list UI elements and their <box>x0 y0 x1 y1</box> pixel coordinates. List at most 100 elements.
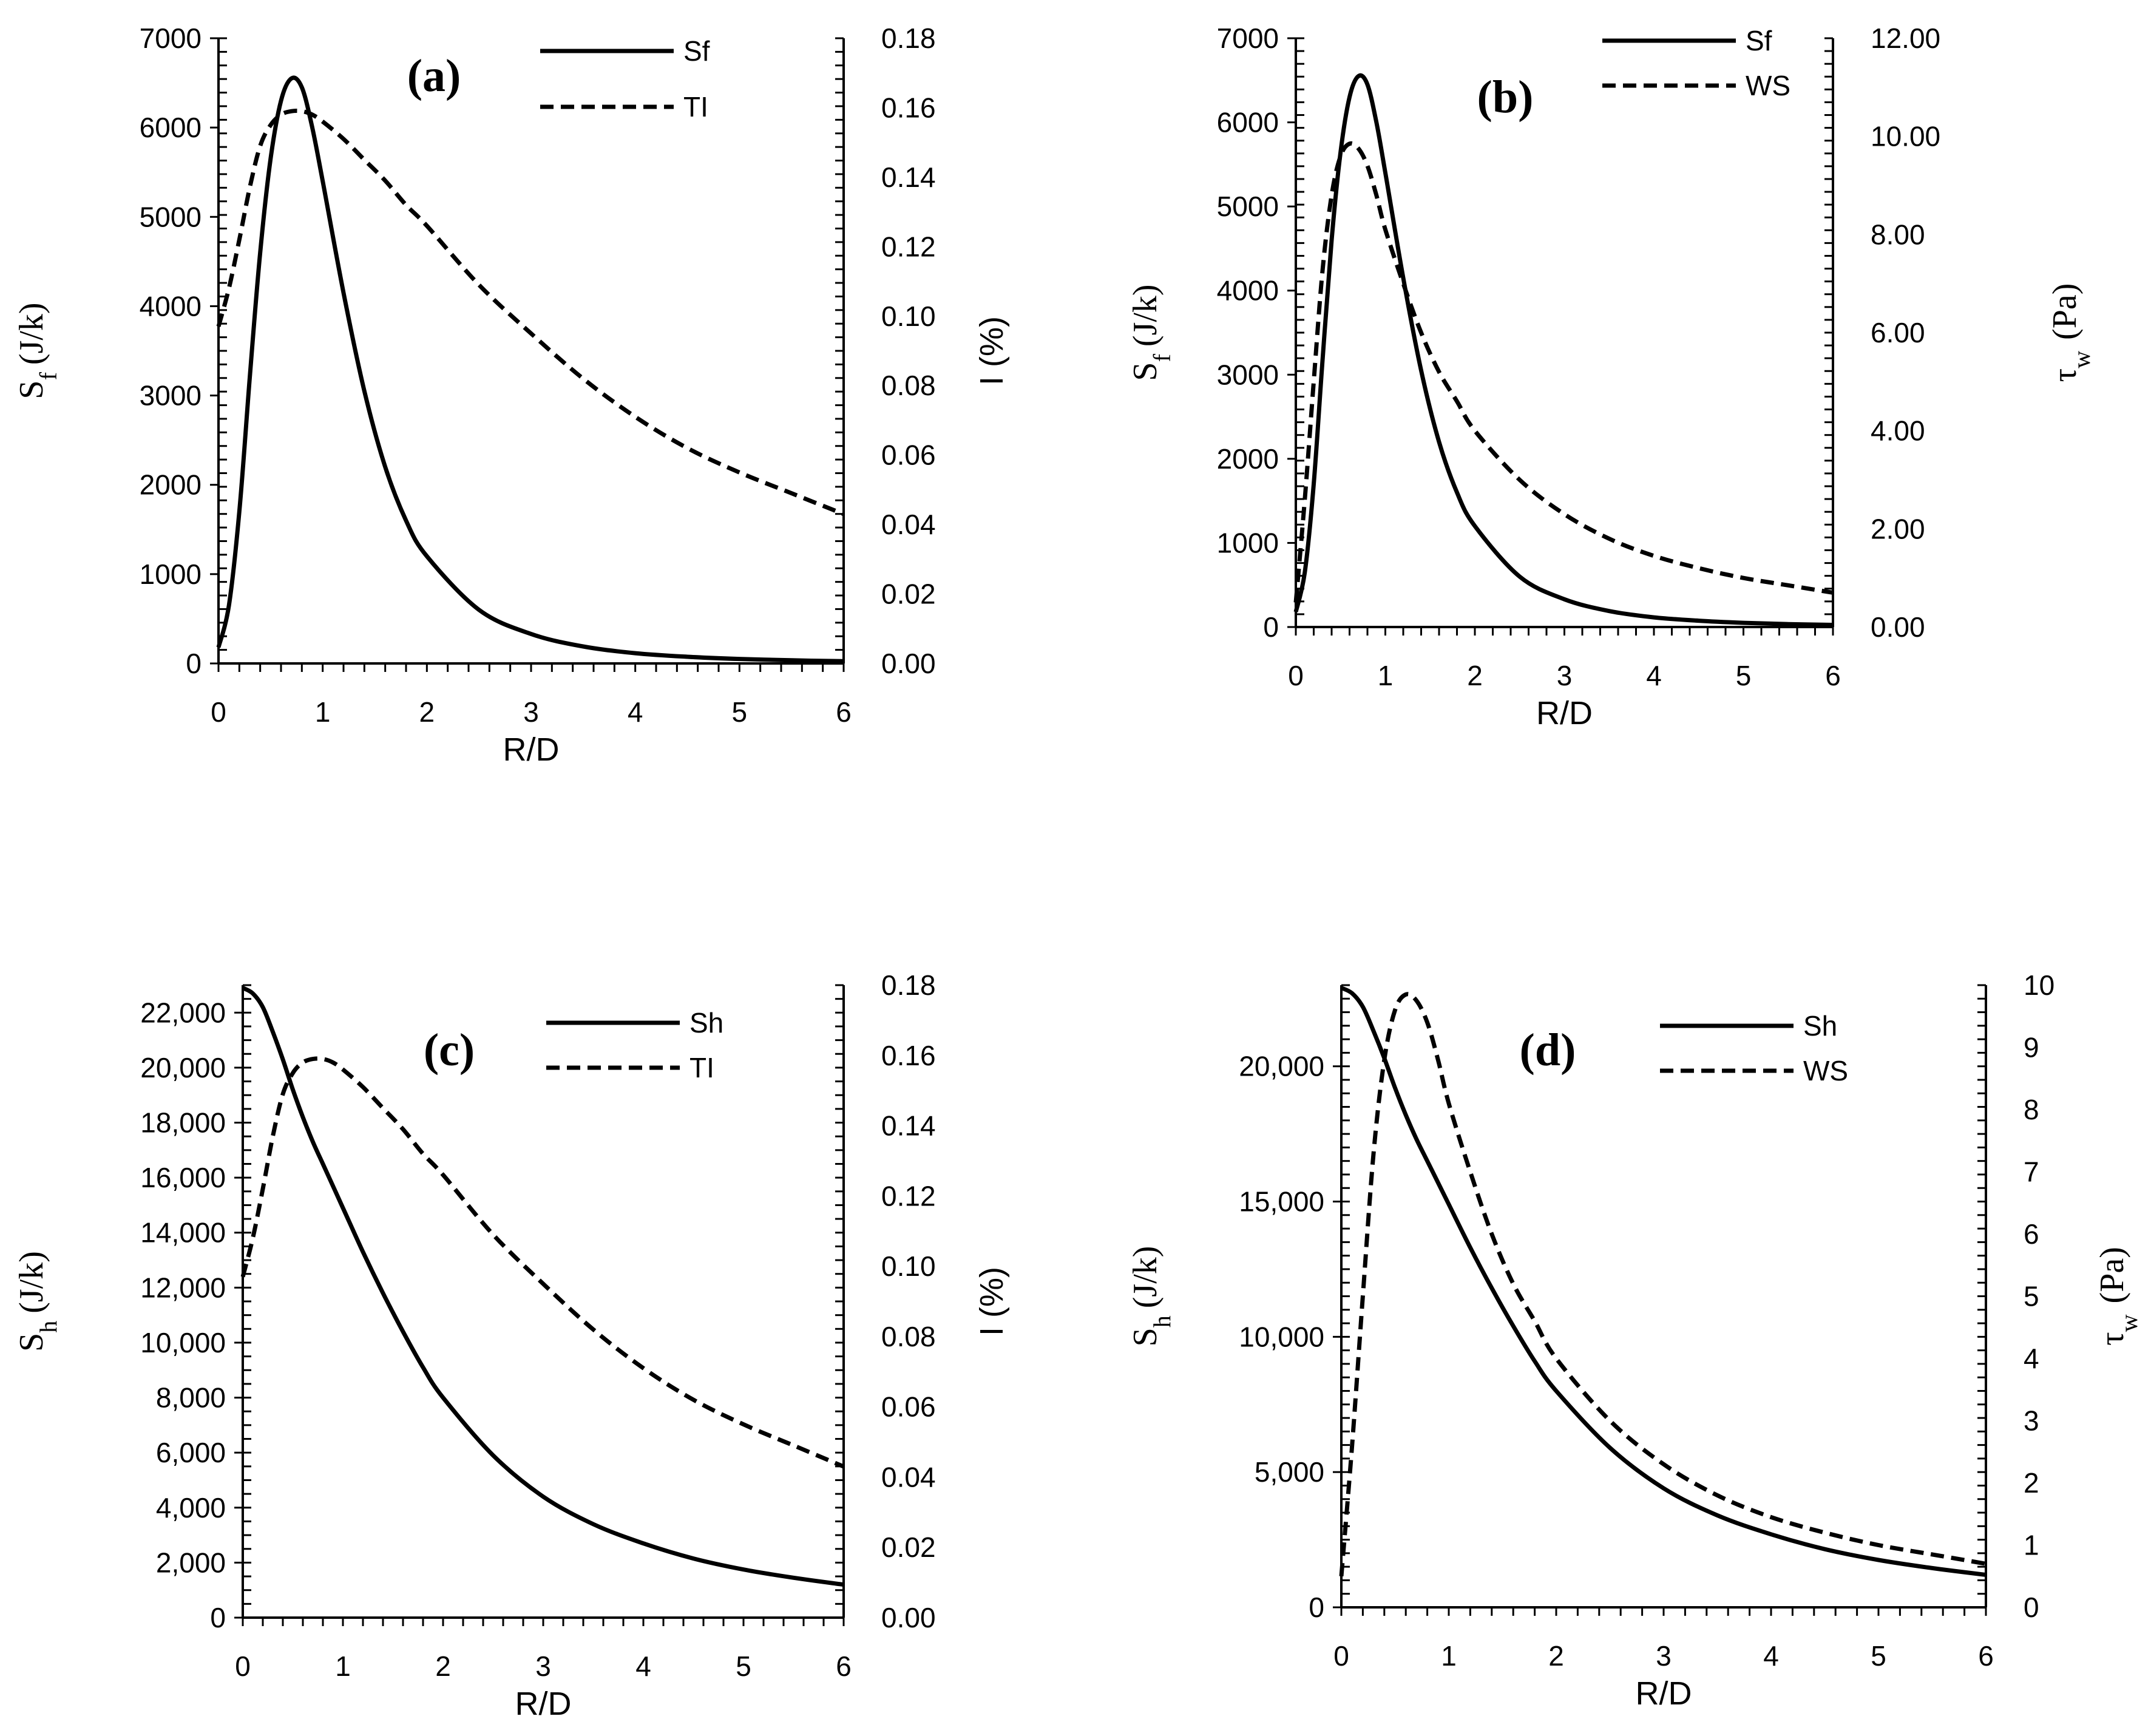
left-y-axis-label: Sh (J/k) <box>13 1251 62 1352</box>
left-y-axis-label: Sf (J/k) <box>13 302 62 399</box>
left-tick-label: 2000 <box>1217 443 1279 475</box>
right-tick-label: 0.10 <box>881 1250 936 1282</box>
x-tick-label: 5 <box>736 1650 751 1682</box>
left-tick-label: 6000 <box>1217 107 1279 138</box>
left-tick-label: 2,000 <box>156 1547 226 1578</box>
x-tick-label: 2 <box>435 1650 451 1682</box>
x-axis-label: R/D <box>1636 1675 1692 1712</box>
left-tick-label: 8,000 <box>156 1382 226 1414</box>
left-y-label-sub: f <box>1148 353 1176 362</box>
right-tick-label: 0.12 <box>881 231 936 262</box>
right-tick-label: 0.04 <box>881 509 936 540</box>
left-tick-label: 14,000 <box>140 1217 226 1249</box>
x-tick-label: 6 <box>1825 660 1841 691</box>
right-tick-label: 6.00 <box>1871 317 1925 348</box>
left-tick-label: 20,000 <box>1239 1051 1324 1082</box>
x-tick-label: 6 <box>836 696 852 728</box>
left-tick-label: 1000 <box>1217 527 1279 558</box>
right-tick-label: 0.08 <box>881 370 936 401</box>
right-tick-label: 3 <box>2024 1405 2039 1437</box>
left-tick-label: 16,000 <box>140 1162 226 1193</box>
left-y-label-unit: (J/k) <box>1126 284 1164 347</box>
x-tick-label: 0 <box>235 1650 251 1682</box>
x-tick-label: 4 <box>1763 1640 1779 1672</box>
left-tick-label: 6,000 <box>156 1437 226 1468</box>
left-y-label-main: S <box>1126 1327 1164 1346</box>
left-tick-label: 4000 <box>140 290 202 322</box>
series-line-ti <box>240 1056 845 1469</box>
left-tick-label: 7000 <box>1217 22 1279 54</box>
right-y-label-sub: w <box>2068 351 2095 368</box>
right-tick-label: 4 <box>2024 1343 2039 1374</box>
panel-tag: (d) <box>1520 1025 1576 1076</box>
right-tick-label: 0.00 <box>881 1602 936 1633</box>
left-tick-label: 22,000 <box>140 997 226 1028</box>
left-tick-label: 10,000 <box>140 1327 226 1358</box>
right-tick-label: 2 <box>2024 1467 2039 1499</box>
right-y-label-unit: (Pa) <box>2093 1247 2131 1303</box>
left-y-label-main: S <box>1126 362 1164 381</box>
right-tick-label: 1 <box>2024 1530 2039 1561</box>
right-tick-label: 0.10 <box>881 300 936 332</box>
right-tick-label: 0.00 <box>1871 611 1925 643</box>
legend-label-sh: Sh <box>689 1007 723 1039</box>
right-tick-label: 0.16 <box>881 1040 936 1071</box>
x-tick-label: 1 <box>1378 660 1394 691</box>
right-tick-label: 6 <box>2024 1218 2039 1250</box>
right-tick-label: 0 <box>2024 1592 2039 1623</box>
x-tick-label: 0 <box>1333 1640 1349 1672</box>
right-tick-label: 5 <box>2024 1281 2039 1312</box>
x-tick-label: 1 <box>315 696 331 728</box>
x-tick-label: 3 <box>535 1650 551 1682</box>
series-line-ti <box>216 108 845 517</box>
left-tick-label: 0 <box>210 1602 226 1633</box>
x-tick-label: 2 <box>1548 1640 1564 1672</box>
x-tick-label: 4 <box>635 1650 651 1682</box>
left-tick-label: 3000 <box>140 380 202 412</box>
left-tick-label: 5,000 <box>1255 1456 1324 1488</box>
left-tick-label: 0 <box>1309 1592 1324 1623</box>
right-tick-label: 0.02 <box>881 578 936 610</box>
x-tick-label: 4 <box>1646 660 1662 691</box>
x-tick-label: 4 <box>628 696 643 728</box>
right-y-axis-label: I (%) <box>974 1267 1010 1336</box>
chart-panel-2: 0 2,000 4,000 6,000 8,000 10,000 12,000 14,000 1… <box>13 969 1010 1722</box>
left-y-axis-label: Sh (J/k) <box>1126 1246 1176 1347</box>
legend-label-sf: Sf <box>1746 25 1772 56</box>
right-y-label-text: I (%) <box>974 316 1010 385</box>
x-axis-label: R/D <box>503 731 560 768</box>
series-line-sf <box>1293 73 1834 627</box>
right-tick-label: 10.00 <box>1871 121 1940 152</box>
right-y-label-text: I (%) <box>974 1267 1010 1336</box>
left-tick-label: 2000 <box>140 469 202 501</box>
x-tick-label: 5 <box>1871 1640 1886 1672</box>
x-tick-label: 5 <box>732 696 748 728</box>
right-y-label-main: τ <box>2046 368 2084 382</box>
left-y-label-sub: h <box>1148 1315 1176 1327</box>
legend-label-ti: TI <box>689 1052 714 1083</box>
legend-label-sh: Sh <box>1803 1010 1837 1042</box>
left-tick-label: 18,000 <box>140 1107 226 1139</box>
right-tick-label: 0.18 <box>881 969 936 1001</box>
panel-tag: (a) <box>407 50 461 101</box>
left-y-label-unit: (J/k) <box>13 302 50 365</box>
right-tick-label: 0.06 <box>881 439 936 471</box>
left-tick-label: 5000 <box>1217 191 1279 222</box>
right-tick-label: 10 <box>2024 969 2054 1001</box>
left-y-label-sub: f <box>35 371 62 380</box>
left-tick-label: 20,000 <box>140 1052 226 1083</box>
left-tick-label: 15,000 <box>1239 1186 1324 1218</box>
left-tick-label: 0 <box>1263 611 1279 643</box>
left-tick-label: 1000 <box>140 558 202 590</box>
x-tick-label: 1 <box>335 1650 351 1682</box>
right-tick-label: 0.16 <box>881 92 936 123</box>
right-tick-label: 0.00 <box>881 648 936 679</box>
x-tick-label: 3 <box>523 696 539 728</box>
left-tick-label: 5000 <box>140 201 202 232</box>
legend-label-ws: WS <box>1803 1055 1848 1087</box>
right-tick-label: 0.18 <box>881 22 936 54</box>
right-tick-label: 4.00 <box>1871 415 1925 447</box>
chart-panel-3: 0 5,000 10,000 15,000 20,000 0 1 2 3 4 5 6 7 8 9 10 0 1 2 3… <box>1126 969 2143 1712</box>
x-axis-label: R/D <box>1536 695 1593 731</box>
